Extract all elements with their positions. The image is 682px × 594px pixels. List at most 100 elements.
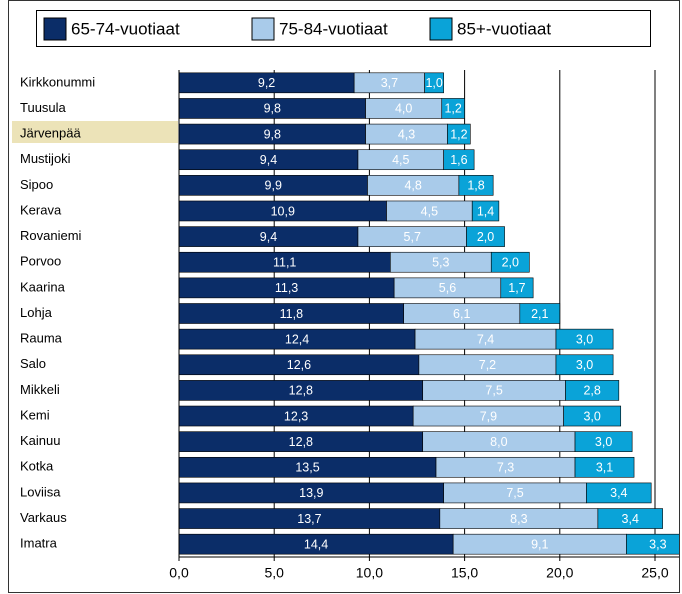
value-label: 7,5 — [506, 486, 523, 500]
y-tick-label: Sipoo — [20, 177, 53, 192]
value-label: 4,0 — [395, 102, 412, 116]
bar-segment — [626, 533, 679, 555]
value-label: 9,2 — [258, 76, 275, 90]
bar-segment — [490, 251, 530, 273]
value-label: 3,4 — [622, 512, 639, 526]
bar-segment — [574, 431, 633, 452]
legend-swatch — [429, 17, 453, 41]
bar-segment — [458, 175, 494, 196]
bar-segment — [565, 380, 620, 401]
value-label: 8,3 — [510, 512, 527, 526]
legend-label: 75-84-vuotiaat — [279, 19, 388, 38]
value-label: 7,4 — [477, 332, 494, 346]
value-label: 11,3 — [275, 281, 298, 295]
value-label: 12,4 — [285, 332, 309, 346]
y-tick-label: Kirkkonummi — [20, 74, 95, 89]
y-tick-label: Kainuu — [20, 433, 60, 448]
legend-label: 65-74-vuotiaat — [71, 19, 180, 38]
value-label: 13,7 — [297, 512, 321, 526]
y-tick-label: Kemi — [20, 407, 50, 422]
value-label: 2,0 — [502, 256, 519, 270]
value-label: 6,1 — [453, 307, 470, 321]
bar-segment — [597, 508, 663, 529]
x-tick-label: 15,0 — [451, 565, 478, 581]
value-label: 9,4 — [260, 230, 277, 244]
value-label: 1,0 — [425, 76, 442, 90]
bar-segment — [443, 149, 475, 171]
value-label: 13,5 — [295, 461, 319, 475]
value-label: 1,8 — [467, 179, 484, 193]
value-label: 2,0 — [477, 230, 494, 244]
y-tick-label: Kotka — [20, 459, 54, 474]
bar-segment — [555, 354, 614, 376]
value-label: 5,6 — [439, 281, 456, 295]
frame — [8, 0, 680, 593]
value-label: 12,8 — [289, 435, 313, 449]
y-tick-label: Varkaus — [20, 510, 67, 525]
value-label: 10,9 — [271, 204, 295, 218]
value-label: 4,5 — [421, 204, 438, 218]
y-tick-label: Tuusula — [20, 100, 67, 115]
value-label: 3,7 — [381, 76, 398, 90]
bar-segment — [424, 72, 444, 94]
x-tick-label: 0,0 — [169, 565, 189, 581]
y-tick-label: Kaarina — [20, 279, 66, 294]
value-label: 1,6 — [450, 153, 467, 167]
y-tick-label: Rauma — [20, 331, 63, 346]
y-tick-label: Porvoo — [20, 254, 61, 269]
value-label: 3,0 — [576, 358, 593, 372]
value-label: 7,9 — [480, 409, 497, 423]
value-label: 12,8 — [289, 384, 313, 398]
value-label: 3,4 — [610, 486, 627, 500]
bar-segment — [500, 277, 534, 299]
value-label: 9,8 — [264, 127, 281, 141]
value-label: 1,2 — [444, 102, 461, 116]
value-label: 14,4 — [304, 537, 328, 551]
legend-swatch — [251, 17, 275, 41]
value-label: 3,0 — [595, 435, 612, 449]
value-label: 4,3 — [398, 127, 415, 141]
value-label: 8,0 — [490, 435, 507, 449]
y-tick-label: Kerava — [20, 202, 62, 217]
bar-segment — [574, 456, 635, 478]
value-label: 9,1 — [531, 537, 548, 551]
value-label: 3,0 — [576, 332, 593, 346]
x-tick-label: 5,0 — [264, 565, 284, 581]
value-label: 3,0 — [583, 409, 600, 423]
y-tick-label: Salo — [20, 356, 46, 371]
x-tick-label: 20,0 — [546, 565, 573, 581]
bar-segment — [586, 482, 652, 504]
value-label: 1,4 — [477, 204, 494, 218]
y-tick-label: Mustijoki — [20, 151, 71, 166]
bar-segment — [519, 303, 561, 324]
x-tick-label: 25,0 — [641, 565, 668, 581]
legend-box — [36, 10, 651, 47]
bar-segment — [471, 200, 500, 222]
value-label: 1,7 — [508, 281, 525, 295]
value-label: 11,8 — [280, 307, 303, 321]
y-tick-label: Mikkeli — [20, 382, 60, 397]
bar-segment — [447, 123, 471, 145]
bar-segment — [563, 405, 622, 427]
y-tick-label: Lohja — [20, 305, 53, 320]
y-tick-label: Järvenpää — [20, 126, 81, 141]
value-label: 3,1 — [596, 461, 613, 475]
y-tick-label: Imatra — [20, 536, 58, 551]
value-label: 9,8 — [264, 102, 281, 116]
value-label: 5,3 — [432, 256, 449, 270]
bar-segment — [555, 328, 614, 350]
value-label: 11,1 — [273, 256, 296, 270]
value-label: 2,1 — [531, 307, 548, 321]
bar-segment — [466, 226, 505, 247]
value-label: 4,5 — [392, 153, 409, 167]
value-label: 3,3 — [649, 537, 666, 551]
value-label: 5,7 — [404, 230, 421, 244]
value-label: 2,8 — [583, 384, 600, 398]
bar-segment — [441, 98, 465, 119]
value-label: 12,3 — [284, 409, 308, 423]
x-tick-label: 10,0 — [356, 565, 383, 581]
value-label: 12,6 — [287, 358, 311, 372]
value-label: 1,2 — [450, 127, 467, 141]
legend-swatch — [43, 17, 67, 41]
